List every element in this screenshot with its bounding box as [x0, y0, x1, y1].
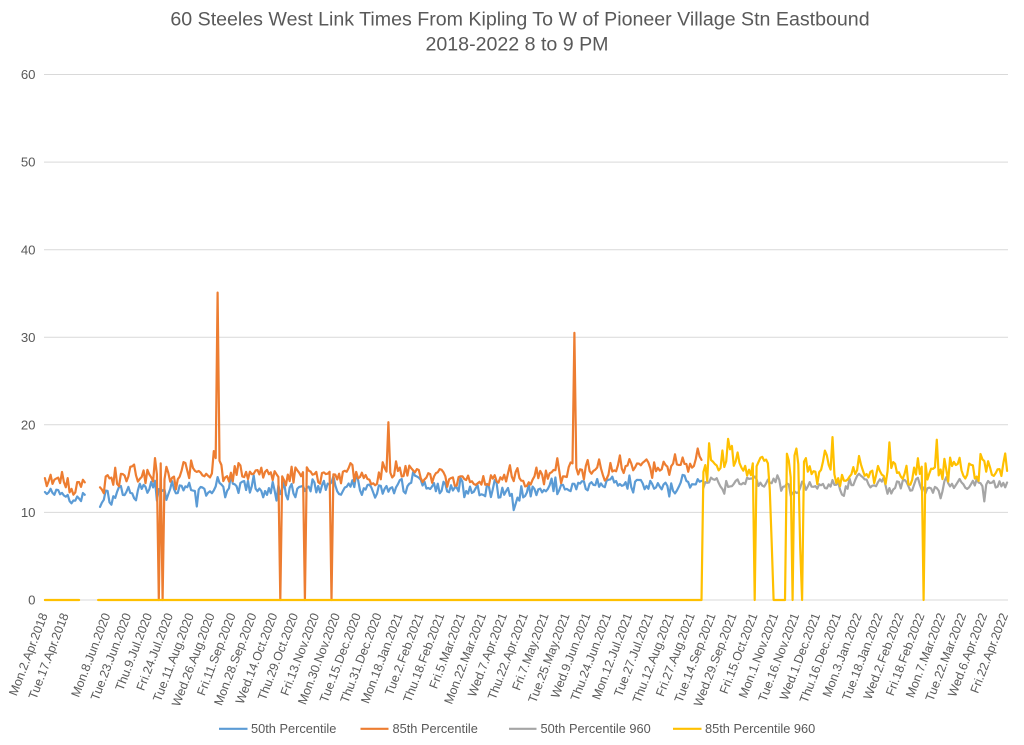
svg-text:10: 10: [21, 505, 36, 520]
svg-text:50: 50: [21, 155, 36, 170]
svg-text:60 Steeles West Link Times Fro: 60 Steeles West Link Times From Kipling …: [170, 9, 869, 31]
svg-text:40: 40: [21, 242, 36, 257]
svg-text:2018-2022 8 to 9 PM: 2018-2022 8 to 9 PM: [425, 33, 608, 55]
svg-text:0: 0: [28, 593, 35, 608]
svg-text:30: 30: [21, 330, 36, 345]
svg-text:85th Percentile 960: 85th Percentile 960: [705, 721, 815, 736]
svg-text:50th Percentile 960: 50th Percentile 960: [541, 721, 651, 736]
svg-text:85th Percentile: 85th Percentile: [393, 721, 478, 736]
svg-text:60: 60: [21, 67, 36, 82]
svg-text:20: 20: [21, 417, 36, 432]
svg-text:50th Percentile: 50th Percentile: [251, 721, 336, 736]
